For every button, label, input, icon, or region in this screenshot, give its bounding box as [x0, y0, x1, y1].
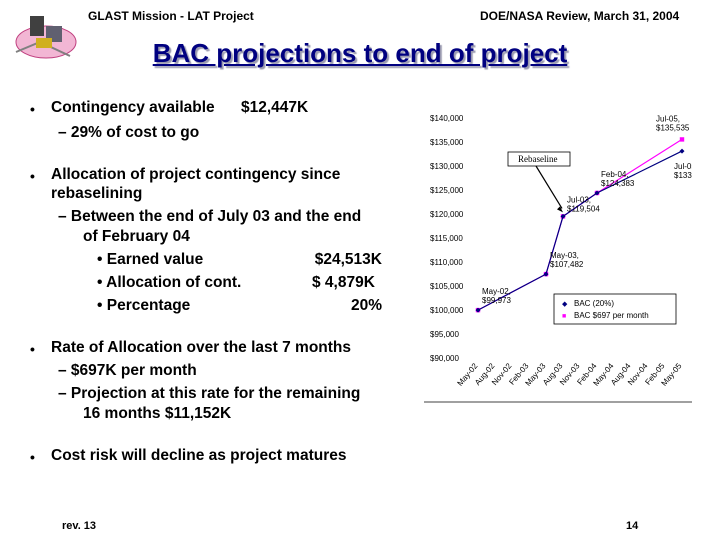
y-tick-label: $140,000: [430, 114, 464, 123]
earned-value-value: $24,513K: [314, 251, 382, 268]
rate-sub3: 16 months $11,152K: [83, 405, 232, 422]
y-tick-label: $135,000: [430, 138, 464, 147]
bullet-marker: •: [30, 168, 35, 184]
rate-sub1: – $697K per month: [58, 362, 197, 379]
footer-revision: rev. 13: [62, 520, 97, 532]
rate-sub2: – Projection at this rate for the remain…: [58, 385, 361, 402]
data-label-bottom: $124,383: [601, 179, 635, 188]
data-label-bottom: $99,973: [482, 296, 511, 305]
point-bac-20: [475, 307, 481, 313]
bac-chart: $90,000 $95,000 $100,000 $105,000 $110,000 $1…: [424, 108, 692, 404]
point-bac-20: [543, 271, 549, 277]
contingency-sub: – 29% of cost to go: [58, 124, 200, 141]
allocation-line2: rebaselining: [51, 185, 143, 202]
y-tick-label: $90,000: [430, 354, 459, 363]
point-bac-697: [679, 137, 685, 142]
data-label-top: Jul-05,: [656, 114, 680, 123]
header-project: GLAST Mission - LAT Project: [88, 9, 254, 23]
header-review: DOE/NASA Review, March 31, 2004: [480, 9, 680, 23]
point-bac-20: [560, 213, 566, 219]
data-label-top: Jul-03,: [567, 195, 591, 204]
slide-title: BAC projections to end of project: [152, 38, 568, 68]
data-label-top: May-03,: [550, 251, 579, 260]
earned-value-label: • Earned value: [97, 251, 204, 268]
cost-risk-text: Cost risk will decline as project mature…: [51, 447, 347, 464]
y-tick-label: $105,000: [430, 282, 464, 291]
data-label-bottom: $133,111: [674, 171, 692, 180]
legend-label: BAC $697 per month: [574, 311, 649, 320]
y-tick-label: $130,000: [430, 162, 464, 171]
y-tick-label: $115,000: [430, 234, 463, 243]
bullet-marker: •: [30, 449, 35, 465]
legend-label: BAC (20%): [574, 299, 614, 308]
annotation-arrowhead: [557, 206, 563, 213]
data-label-bottom: $135,535: [656, 123, 690, 132]
bullet-marker: •: [30, 341, 35, 357]
allocation-sub1: – Between the end of July 03 and the end: [58, 208, 362, 225]
allocation-line1: Allocation of project contingency since: [51, 166, 341, 183]
rate-line1: Rate of Allocation over the last 7 month…: [51, 339, 352, 356]
percentage-label: • Percentage: [97, 297, 191, 314]
glast-logo: [10, 12, 78, 66]
legend-marker: ■: [562, 313, 566, 320]
allocation-cont-label: • Allocation of cont.: [97, 274, 242, 291]
annotation-arrow: [535, 165, 563, 209]
annotation-rebaseline: Rebaseline: [518, 154, 558, 164]
data-label-bottom: $107,482: [550, 260, 584, 269]
data-label-bottom: $119,504: [567, 204, 600, 213]
allocation-cont-value: $ 4,879K: [312, 274, 375, 291]
point-bac-20: [594, 190, 600, 196]
legend-marker: ◆: [562, 301, 568, 308]
contingency-label: Contingency available: [51, 99, 215, 116]
legend-box: [553, 293, 677, 325]
allocation-sub2: of February 04: [83, 228, 190, 245]
y-tick-label: $125,000: [430, 186, 464, 195]
contingency-value: $12,447K: [241, 99, 309, 116]
point-bac-20: [679, 148, 685, 154]
bac-chart-svg: $90,000 $95,000 $100,000 $105,000 $110,000 $1…: [424, 114, 692, 403]
y-tick-label: $120,000: [430, 210, 464, 219]
footer-page-number: 14: [626, 520, 639, 532]
percentage-value: 20%: [350, 297, 382, 314]
data-label-top: Jul-05,: [674, 162, 692, 171]
data-label-top: May-02,: [482, 287, 511, 296]
y-tick-label: $100,000: [430, 306, 464, 315]
bullet-marker: •: [30, 101, 35, 117]
data-label-top: Feb-04,: [601, 170, 629, 179]
y-tick-label: $110,000: [430, 258, 463, 267]
y-tick-label: $95,000: [430, 330, 459, 339]
annotation-box: [507, 151, 571, 167]
